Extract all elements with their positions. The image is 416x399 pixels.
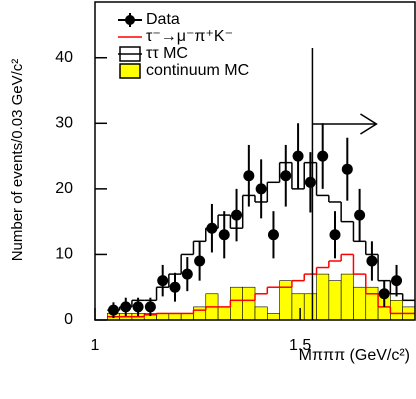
histogram-bar [328,280,342,321]
histogram-bar [303,293,317,321]
data-point [157,275,169,287]
data-point [329,229,341,241]
data-point [107,304,119,316]
data-point [132,301,144,313]
histogram-bar [156,313,170,321]
histogram-bar [180,313,194,321]
data-point [181,268,193,280]
legend-label: τ⁻→μ⁻π⁺K⁻ [146,28,233,45]
data-point [317,150,329,162]
data-point [206,222,218,234]
data-point [280,170,292,182]
histogram-bar [340,273,354,321]
data-point [267,229,279,241]
histogram-bar [254,306,268,321]
data-point [341,163,353,175]
histogram-bar [267,313,280,321]
data-point [218,229,230,241]
histogram-bar [365,286,379,321]
data-point [120,301,132,313]
y-tick-label: 40 [55,49,73,66]
y-tick-label: 0 [64,311,73,328]
data-point [169,281,181,293]
cut-arrow-head [360,113,378,135]
legend-label: ττ MC [146,45,188,62]
histogram-bar [291,293,305,321]
x-tick-label: 1.5 [289,337,311,354]
data-point [391,275,403,287]
histogram-bar [316,273,330,321]
data-point [144,301,156,313]
y-tick-label: 30 [55,115,73,132]
data-point [243,170,255,182]
histogram-bar [230,286,243,321]
y-axis-label: Number of events/0.03 GeV/c² [9,59,26,262]
legend-label: continuum MC [146,62,249,79]
legend-marker [125,15,135,25]
histogram-bar [193,306,207,321]
data-point [354,209,366,221]
histogram-bar [242,286,256,321]
plot-frame [94,1,416,321]
data-point [378,288,390,300]
histogram-bar [217,306,231,321]
x-tick-label: 1 [91,337,100,354]
data-point [366,255,378,267]
legend-label: Data [146,11,180,28]
data-point [231,209,243,221]
histogram-bar [353,286,367,321]
data-point [292,150,304,162]
histogram-bar [168,313,182,321]
y-tick-label: 10 [55,246,73,263]
data-point [194,255,206,267]
legend-swatch [119,63,141,79]
legend-swatch [119,46,141,62]
x-axis-label: Mπππ (GeV/c²) [299,347,410,364]
y-tick-label: 20 [55,180,73,197]
data-point [304,176,316,188]
histogram-bar [390,300,403,321]
data-point [255,183,267,195]
